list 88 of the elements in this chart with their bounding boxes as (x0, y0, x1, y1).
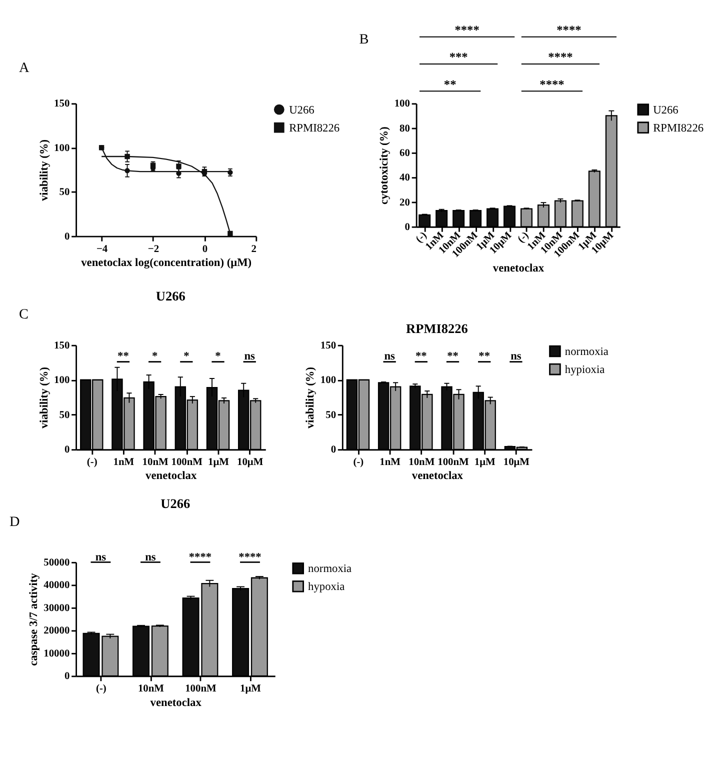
y-tick-label: 50 (326, 410, 336, 421)
text: **** (548, 50, 573, 64)
annotation: ** (118, 350, 130, 362)
y-tick-label: 30000 (44, 602, 70, 614)
annotation: ns (384, 350, 396, 362)
legend-label: hypioxia (564, 364, 605, 376)
annotation: ** (447, 350, 459, 362)
annotation: * (152, 350, 158, 362)
y-tick-label: 100 (54, 142, 70, 154)
x-tick-label: 1μM (474, 457, 496, 468)
y-tick-label: 150 (320, 340, 336, 352)
x-axis-title: venetoclax (150, 696, 202, 709)
legend-label: hypoxia (308, 581, 345, 594)
annotation: **** (238, 551, 262, 564)
y-tick-label: 100 (394, 98, 410, 110)
y-tick-label: 80 (400, 123, 410, 134)
y-tick-label: 150 (54, 98, 70, 110)
y-tick-label: 20 (400, 197, 410, 208)
annotation: ns (95, 551, 107, 564)
y-tick-label: 0 (64, 444, 70, 456)
x-tick-label: 1nM (380, 457, 401, 468)
x-axis-title: venetoclax (492, 262, 544, 275)
x-tick-label: 100nM (185, 684, 216, 695)
annotation: ns (145, 551, 156, 564)
legend-label: RPMI8226 (289, 122, 340, 134)
chart-title: U266 (156, 288, 186, 304)
y-tick-label: 10000 (44, 648, 70, 660)
y-tick-label: 100 (54, 375, 70, 386)
x-tick-label: 100nM (438, 457, 470, 468)
annotation: **** (188, 551, 212, 564)
text: **** (556, 23, 582, 38)
annotation: * (215, 350, 222, 362)
y-tick-label: 50 (59, 187, 70, 198)
y-tick-label: 40 (400, 172, 410, 184)
y-axis-title: caspase 3/7 activity (28, 572, 40, 666)
text: C (18, 306, 28, 323)
y-tick-label: 150 (54, 340, 70, 352)
x-tick-label: −4 (96, 244, 108, 255)
x-axis-title: venetoclax log(concentration) (μM) (81, 256, 252, 269)
text: *** (449, 50, 468, 64)
y-axis-title: viability (%) (38, 366, 50, 428)
y-tick-label: 100 (320, 375, 336, 386)
x-tick-label: 10μM (237, 457, 264, 468)
legend-label: normoxia (564, 346, 608, 358)
x-tick-label: (-) (353, 457, 364, 468)
x-tick-label: 0 (202, 244, 208, 255)
y-tick-label: 40000 (44, 580, 70, 592)
y-axis-title: viability (%) (38, 139, 50, 202)
x-tick-label: −2 (148, 244, 160, 255)
y-tick-label: 0 (330, 444, 336, 456)
annotation: ns (510, 350, 522, 362)
annotation: ** (478, 350, 490, 362)
x-tick-label: (-) (86, 457, 98, 468)
y-tick-label: 50000 (44, 558, 70, 568)
text: **** (540, 77, 564, 92)
y-tick-label: 20000 (44, 626, 70, 637)
x-tick-label: 10nM (138, 684, 164, 695)
x-axis-title: venetoclax (412, 470, 464, 482)
x-tick-label: 100nM (171, 457, 203, 468)
text: B (359, 32, 369, 48)
y-axis-title: cytotoxicity (%) (378, 126, 391, 204)
x-tick-label: 10μM (503, 457, 530, 468)
x-tick-label: 1nM (113, 457, 134, 468)
text: **** (454, 23, 480, 38)
text: D (9, 514, 20, 530)
x-tick-label: (-) (96, 684, 107, 695)
text: ** (444, 77, 456, 92)
x-tick-label: 2 (251, 244, 256, 255)
y-axis-title: viability (%) (304, 366, 317, 428)
legend-label: U266 (289, 104, 315, 116)
annotation: * (184, 350, 190, 362)
x-tick-label: 10nM (142, 457, 168, 468)
y-tick-label: 50 (59, 410, 70, 421)
y-tick-label: 60 (400, 148, 410, 160)
legend-label: RPMI8226 (653, 122, 704, 134)
chart-title: U266 (160, 496, 190, 512)
annotation: ** (415, 350, 428, 362)
legend-label: U266 (653, 104, 679, 116)
annotation: ns (244, 350, 256, 362)
x-tick-label: 10nM (408, 457, 435, 468)
x-axis-title: venetoclax (146, 470, 197, 482)
x-tick-label: 1μM (208, 457, 230, 468)
legend-label: normoxia (308, 563, 352, 576)
x-tick-label: 1μM (240, 684, 262, 695)
y-tick-label: 0 (404, 222, 410, 233)
text: A (18, 60, 30, 76)
chart-title: RPMI8226 (406, 320, 468, 336)
y-tick-label: 0 (64, 671, 70, 682)
